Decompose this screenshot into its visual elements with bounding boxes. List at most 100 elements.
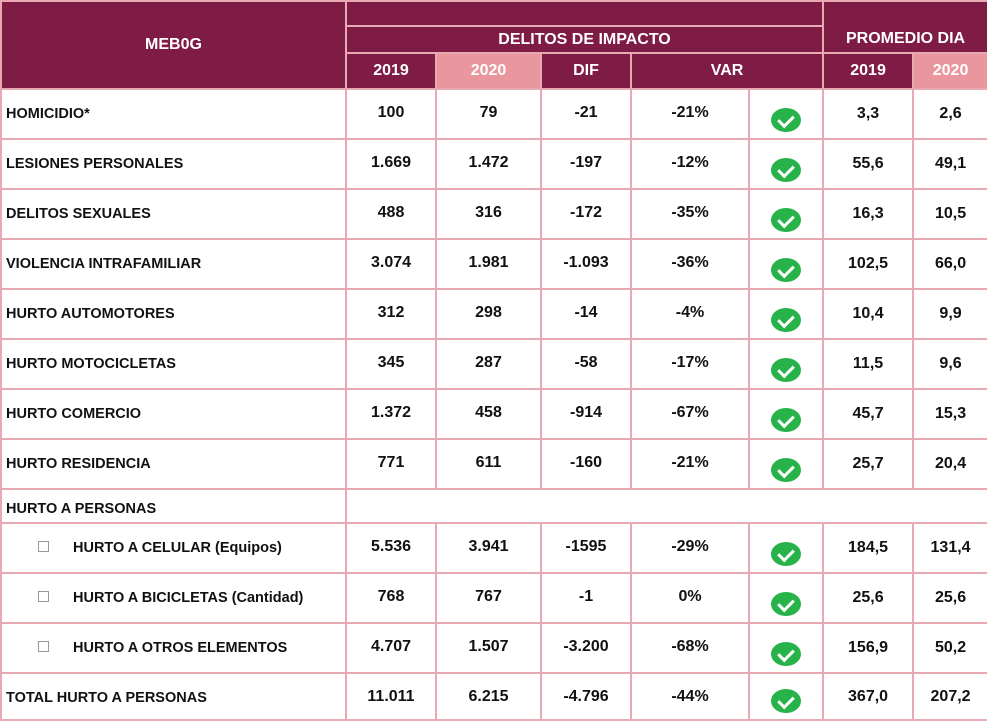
cell-status — [747, 88, 825, 140]
cell-dif: -914 — [540, 388, 632, 440]
cell-pd2020: 25,6 — [912, 572, 987, 624]
section-row: HURTO A PERSONAS — [0, 488, 987, 524]
cell-text: 100 — [377, 104, 405, 121]
cell-y2019: 488 — [345, 188, 437, 240]
cell-text: -58 — [574, 354, 598, 371]
cell-label: LESIONES PERSONALES — [0, 138, 347, 190]
cell-text: 3,3 — [856, 105, 880, 122]
cell-status — [747, 572, 825, 624]
cell-label: HURTO MOTOCICLETAS — [0, 338, 347, 390]
cell-text: 4.707 — [370, 638, 412, 655]
mebog-header: MEB0G — [0, 0, 347, 90]
cell-var: -12% — [630, 138, 750, 190]
cell-status — [747, 438, 825, 490]
cell-y2020: 611 — [435, 438, 542, 490]
cell-y2020: 458 — [435, 388, 542, 440]
cell-text: 345 — [377, 354, 405, 371]
cell-text: 25,6 — [852, 589, 884, 606]
cell-y2019: 312 — [345, 288, 437, 340]
check-circle-icon — [771, 158, 802, 182]
cell-text: 488 — [377, 204, 405, 221]
cell-text: HURTO A OTROS ELEMENTOS — [73, 640, 288, 656]
col-pd-2020: 2020 — [912, 52, 987, 90]
cell-pd2019: 45,7 — [822, 388, 915, 440]
cell-text: -67% — [671, 404, 709, 421]
col-var: VAR — [629, 52, 825, 90]
cell-text: 458 — [475, 404, 502, 421]
cell-text: 287 — [475, 354, 502, 371]
table-row: LESIONES PERSONALES 1.669 1.472 -197 -12% 55,… — [0, 138, 987, 190]
cell-text: -21% — [671, 454, 709, 471]
delitos-impacto-header: DELITOS DE IMPACTO — [344, 25, 825, 54]
cell-text: 25,6 — [934, 589, 967, 606]
cell-text: 45,7 — [852, 405, 884, 422]
cell-text: HURTO A CELULAR (Equipos) — [73, 540, 282, 556]
table-row: HOMICIDIO* 100 79 -21 -21% 3,3 2,6 — [0, 88, 987, 140]
cell-text: 25,7 — [852, 455, 884, 472]
cell-y2020: 287 — [435, 338, 542, 390]
cell-dif: -197 — [540, 138, 632, 190]
cell-text: HURTO MOTOCICLETAS — [6, 356, 176, 372]
cell-y2020: 298 — [435, 288, 542, 340]
cell-label: HURTO A BICICLETAS (Cantidad) — [0, 572, 347, 624]
cell-text: -21% — [671, 104, 709, 121]
section-blank — [344, 488, 987, 524]
cell-dif: -1.093 — [540, 238, 632, 290]
cell-pd2020: 15,3 — [912, 388, 987, 440]
cell-y2020: 6.215 — [435, 672, 542, 721]
check-circle-icon — [771, 308, 802, 332]
cell-y2020: 316 — [435, 188, 542, 240]
cell-text: 50,2 — [934, 639, 967, 656]
cell-dif: -21 — [540, 88, 632, 140]
cell-text: 16,3 — [852, 205, 884, 222]
cell-text: 0% — [678, 588, 702, 605]
cell-var: -21% — [630, 88, 750, 140]
table-row: HURTO A CELULAR (Equipos) 5.536 3.941 -1595… — [0, 522, 987, 574]
cell-text: -36% — [671, 254, 709, 271]
cell-text: 771 — [377, 454, 405, 471]
cell-status — [747, 338, 825, 390]
cell-y2020: 79 — [435, 88, 542, 140]
cell-pd2019: 10,4 — [822, 288, 915, 340]
cell-dif: -1 — [540, 572, 632, 624]
cell-text: 20,4 — [934, 455, 967, 472]
cell-label: HURTO A CELULAR (Equipos) — [0, 522, 347, 574]
cell-text: -4.796 — [563, 688, 609, 705]
cell-pd2020: 10,5 — [912, 188, 987, 240]
cell-text: -197 — [569, 154, 603, 171]
blank-header — [344, 0, 825, 27]
cell-text: -1 — [578, 588, 594, 605]
cell-var: -29% — [630, 522, 750, 574]
cell-pd2019: 102,5 — [822, 238, 915, 290]
cell-text: -1.093 — [563, 254, 609, 271]
cell-text: 9,9 — [939, 305, 962, 322]
cell-pd2020: 207,2 — [912, 672, 987, 721]
cell-pd2020: 9,6 — [912, 338, 987, 390]
cell-y2019: 1.669 — [345, 138, 437, 190]
cell-pd2020: 50,2 — [912, 622, 987, 674]
cell-y2019: 771 — [345, 438, 437, 490]
cell-y2020: 767 — [435, 572, 542, 624]
cell-text: HURTO RESIDENCIA — [6, 456, 151, 472]
check-circle-icon — [771, 592, 802, 616]
cell-status — [747, 672, 825, 721]
cell-text: HURTO A BICICLETAS (Cantidad) — [73, 590, 304, 606]
cell-y2019: 4.707 — [345, 622, 437, 674]
cell-label: DELITOS SEXUALES — [0, 188, 347, 240]
cell-text: 49,1 — [934, 155, 967, 172]
cell-status — [747, 188, 825, 240]
col-2019: 2019 — [345, 52, 437, 90]
cell-text: 312 — [377, 304, 405, 321]
col-pd-2019: 2019 — [822, 52, 915, 90]
cell-y2020: 1.981 — [435, 238, 542, 290]
col-2020: 2020 — [435, 52, 542, 90]
cell-text: HURTO AUTOMOTORES — [6, 306, 175, 322]
cell-var: -68% — [630, 622, 750, 674]
check-circle-icon — [771, 108, 802, 132]
cell-text: 367,0 — [848, 687, 889, 705]
check-circle-icon — [771, 258, 802, 282]
cell-text: 6.215 — [468, 688, 509, 705]
cell-text: 5.536 — [370, 538, 412, 555]
cell-text: 2,6 — [939, 105, 962, 122]
cell-y2019: 345 — [345, 338, 437, 390]
